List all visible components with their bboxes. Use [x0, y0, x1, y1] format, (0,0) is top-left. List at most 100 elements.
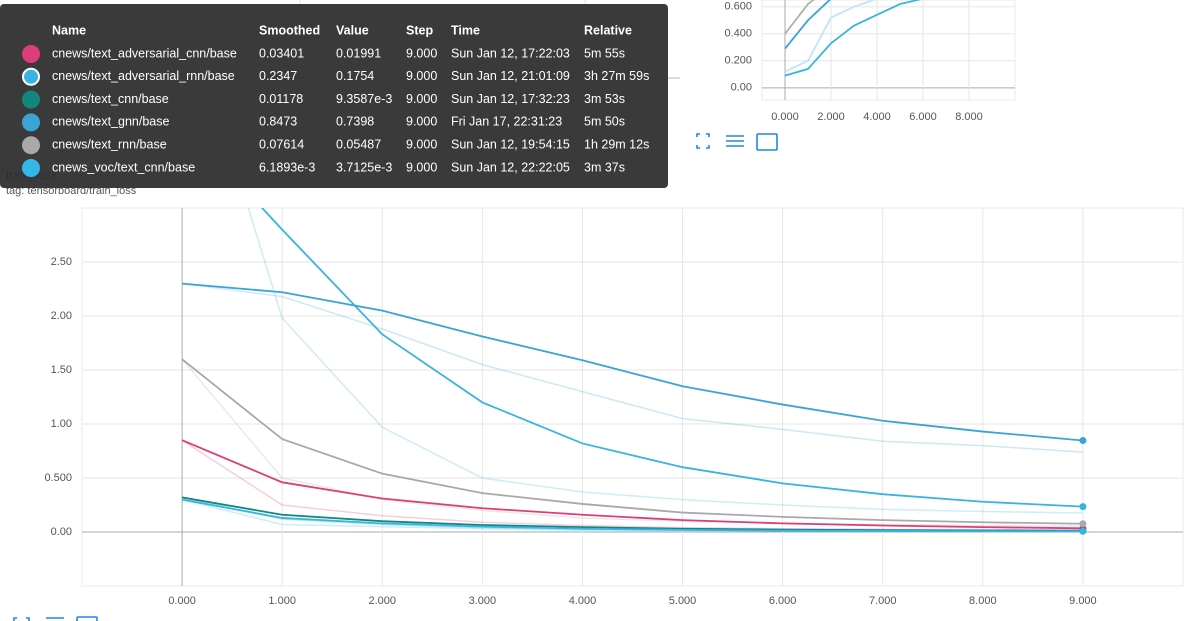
- tooltip-cell: 0.05487: [336, 137, 381, 151]
- y-tick-label: 0.600: [724, 1, 752, 13]
- last-point: [1079, 503, 1087, 511]
- x-tick-label: 9.000: [1069, 595, 1097, 607]
- tooltip-cell: Sun Jan 12, 17:32:23: [451, 92, 570, 106]
- tooltip-cell: 0.2347: [259, 69, 297, 83]
- tooltip-cell: 9.3587e-3: [336, 92, 392, 106]
- plot-frame: [81, 207, 1184, 587]
- plot-lines: [784, 0, 922, 77]
- tooltip-cell: Sun Jan 12, 17:22:03: [451, 46, 570, 60]
- tooltip-header: Step: [406, 23, 433, 37]
- series-name: cnews/text_rnn/base: [52, 137, 167, 151]
- tooltip-cell: 3.7125e-3: [336, 160, 392, 174]
- tooltip-header: Name: [52, 23, 86, 37]
- y-tick-label: 0.200: [724, 55, 752, 67]
- smoothed-line: [182, 282, 1083, 442]
- y-tick-label: 1.00: [51, 418, 72, 430]
- y-tick-label: 0.400: [724, 28, 752, 40]
- y-tick-label: 0.00: [731, 82, 752, 94]
- tooltip-cell: Fri Jan 17, 22:31:23: [451, 115, 562, 129]
- series-name: cnews_voc/text_cnn/base: [52, 160, 195, 174]
- tooltip-cell: 0.07614: [259, 137, 304, 151]
- smoothed-line: [181, 358, 1083, 525]
- tooltip-cell: 0.8473: [259, 115, 297, 129]
- raw-line: [247, 208, 1083, 514]
- chart: 0.00 0.500 1.00 1.50 2.00 2.50 0.000 1.000 2.000…: [44, 207, 1184, 607]
- tooltip-cell: 0.7398: [336, 115, 374, 129]
- tooltip-cell: 3h 27m 59s: [584, 69, 649, 83]
- tooltip-header: Relative: [584, 23, 632, 37]
- tooltip-cell: Sun Jan 12, 19:54:15: [451, 137, 570, 151]
- tooltip-header: Value: [336, 23, 369, 37]
- x-tick-label: 4.000: [863, 111, 891, 123]
- tooltip-cell: Sun Jan 12, 21:01:09: [451, 69, 570, 83]
- x-tick-label: 8.000: [955, 111, 983, 123]
- x-tick-label: 2.000: [369, 595, 397, 607]
- raw-line: [181, 358, 1083, 527]
- tooltip-cell: 9.000: [406, 160, 437, 174]
- y-tick-label: 0.500: [44, 472, 72, 484]
- tooltip-cell: 0.03401: [259, 46, 304, 60]
- tooltip-cell: 9.000: [406, 46, 437, 60]
- smoothed-line: [784, 0, 876, 73]
- x-tick-label: 8.000: [969, 595, 997, 607]
- smoothed-line: [784, 0, 922, 77]
- x-tick-label: 6.000: [909, 111, 937, 123]
- tooltip-cell: 5m 50s: [584, 115, 625, 129]
- tooltip-cell: 3m 53s: [584, 92, 625, 106]
- tooltip-header: Time: [451, 23, 480, 37]
- x-tick-label: 0.000: [771, 111, 799, 123]
- tooltip-cell: 6.1893e-3: [259, 160, 315, 174]
- smoothed-line: [181, 439, 1083, 530]
- smoothed-line: [784, 0, 815, 35]
- x-tick-label: 2.000: [817, 111, 845, 123]
- plot-lines: [181, 208, 1087, 535]
- tooltip-cell: 3m 37s: [584, 160, 625, 174]
- tooltip-cell: 9.000: [406, 92, 437, 106]
- series-swatch: [22, 67, 40, 86]
- y-tick-label: 0.00: [51, 526, 72, 538]
- tooltip-cell: 9.000: [406, 137, 437, 151]
- x-tick-label: 3.000: [469, 595, 497, 607]
- tooltip-header: Smoothed: [259, 23, 320, 37]
- charts: 0.00 0.500 1.00 1.50 2.00 2.50 0.000 1.000 2.000…: [44, 0, 1184, 607]
- series-swatch: [22, 113, 40, 132]
- smoothed-line: [784, 0, 831, 50]
- series-name: cnews/text_adversarial_rnn/base: [52, 69, 235, 83]
- y-tick-label: 1.50: [51, 364, 72, 376]
- series-name: cnews/text_adversarial_cnn/base: [52, 46, 237, 60]
- raw-line: [181, 282, 1083, 453]
- tooltip-cell: 5m 55s: [584, 46, 625, 60]
- series-name: cnews/text_gnn/base: [52, 115, 169, 129]
- tooltip-cell: Sun Jan 12, 22:22:05: [451, 160, 570, 174]
- x-tick-label: 7.000: [869, 595, 897, 607]
- chart: 0.00 0.200 0.400 0.600 0.000 2.000 4.000 6.000 8…: [724, 0, 1016, 123]
- series-swatch: [22, 136, 40, 155]
- tooltip-cell: 9.000: [406, 115, 437, 129]
- series-swatch: [22, 45, 40, 63]
- x-tick-label: 5.000: [669, 595, 697, 607]
- tooltip-cell: 9.000: [406, 69, 437, 83]
- chart-toolbar[interactable]: [13, 616, 98, 621]
- series-swatch: [22, 90, 40, 109]
- x-tick-label: 0.000: [168, 595, 196, 607]
- x-tick-label: 4.000: [569, 595, 597, 607]
- plot-frame: [761, 0, 1016, 101]
- x-tick-label: 6.000: [769, 595, 797, 607]
- tooltip: Name Smoothed Value Step Time Relative cnews/t…: [0, 4, 668, 188]
- series-swatch: [22, 159, 40, 177]
- tooltip-cell: 1h 29m 12s: [584, 137, 649, 151]
- tooltip-background: [0, 4, 668, 188]
- last-point: [1079, 436, 1087, 444]
- last-point: [1079, 527, 1087, 535]
- tooltip-cell: 0.1754: [336, 69, 374, 83]
- tooltip-cell: 0.01991: [336, 46, 381, 60]
- last-point: [1079, 520, 1087, 528]
- chart-toolbar[interactable]: [696, 133, 778, 151]
- y-tick-label: 2.50: [51, 256, 72, 268]
- y-tick-label: 2.00: [51, 310, 72, 322]
- tooltip-cell: 0.01178: [259, 92, 303, 106]
- smoothed-line: [181, 498, 1083, 533]
- x-tick-label: 1.000: [268, 595, 296, 607]
- series-name: cnews/text_cnn/base: [52, 92, 169, 106]
